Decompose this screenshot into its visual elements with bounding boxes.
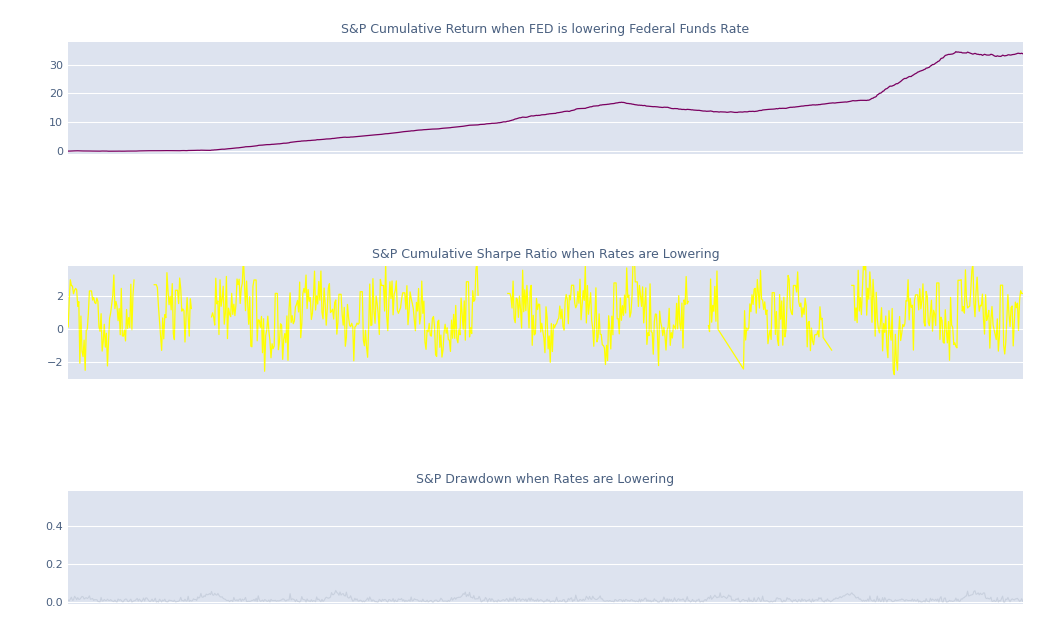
Title: S&P Drawdown when Rates are Lowering: S&P Drawdown when Rates are Lowering	[416, 473, 675, 486]
Title: S&P Cumulative Sharpe Ratio when Rates are Lowering: S&P Cumulative Sharpe Ratio when Rates a…	[371, 248, 720, 261]
Title: S&P Cumulative Return when FED is lowering Federal Funds Rate: S&P Cumulative Return when FED is loweri…	[341, 23, 750, 36]
